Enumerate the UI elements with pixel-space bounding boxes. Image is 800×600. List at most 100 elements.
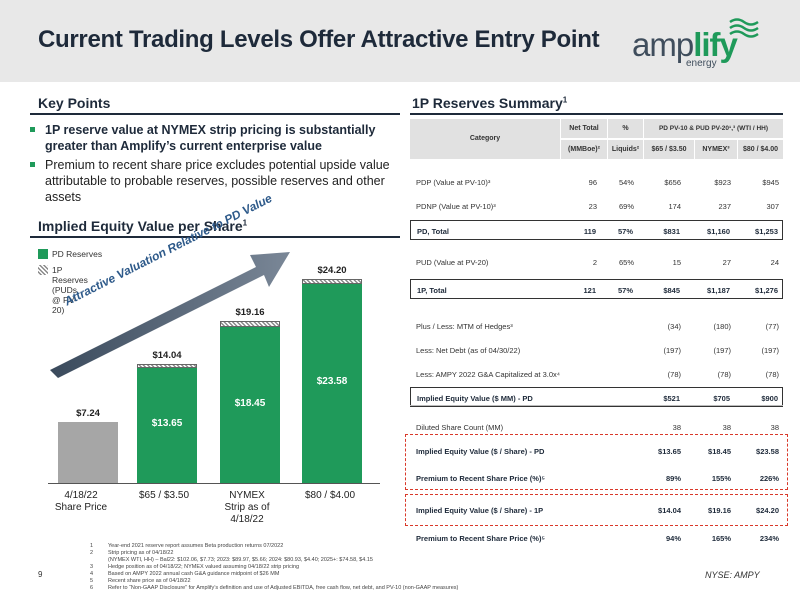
reserves-divider (410, 405, 783, 406)
reserves-cell-c5: $945 (762, 178, 779, 187)
reserves-cell-c5: (78) (765, 370, 779, 379)
reserves-cell-c0: PDNP (Value at PV-10)³ (416, 202, 496, 211)
page-title: Current Trading Levels Offer Attractive … (38, 26, 600, 53)
reserves-cell-c5: 38 (770, 423, 779, 432)
reserves-cell-c5: 307 (766, 202, 779, 211)
reserves-cell-c4: $705 (713, 394, 730, 403)
reserves-cell-c2: 54% (618, 178, 634, 187)
reserves-cell-c0: PD, Total (417, 227, 449, 236)
equity-chart-rule (30, 236, 400, 238)
reserves-rule (410, 113, 783, 115)
reserves-cell-c4: (78) (717, 370, 731, 379)
reserves-cell-c1: 23 (588, 202, 597, 211)
col-header-net-total: Net Total (561, 119, 607, 138)
reserves-cell-c2: 57% (617, 286, 633, 295)
reserves-cell-c0: 1P, Total (417, 286, 447, 295)
col-header-liquids: Liquids² (608, 140, 643, 159)
bar-pd-reserves (302, 283, 362, 483)
key-points-heading: Key Points (38, 95, 111, 111)
col-header-65: $65 / $3.50 (644, 140, 694, 159)
reserves-cell-c5: $900 (761, 394, 778, 403)
reserves-cell-c4: $923 (714, 178, 731, 187)
chart-x-axis (48, 483, 380, 484)
reserves-cell-c4: $1,187 (707, 286, 730, 295)
amplify-logo: amplify energy (628, 14, 768, 76)
bar-share-price (58, 421, 118, 483)
reserves-cell-c3: (78) (667, 370, 681, 379)
col-header-pv: PD PV-10 & PUD PV-20¹,³ (WTI / HH) (644, 119, 783, 138)
key-points-rule (30, 113, 400, 115)
bar-1p-reserves (220, 321, 280, 328)
bar-1p-reserves (137, 364, 197, 368)
col-header-category: Category (410, 119, 560, 159)
reserves-cell-c3: 174 (668, 202, 681, 211)
reserves-cell-c1: 96 (588, 178, 597, 187)
reserves-row: PUD (Value at PV-20) 2 65% 15 27 24 (410, 252, 783, 272)
reserves-cell-c0: Premium to Recent Share Price (%)⁵ (416, 534, 545, 543)
reserves-cell-c4: $18.45 (708, 447, 731, 456)
reserves-cell-c3: 89% (665, 474, 681, 483)
reserves-row: Implied Equity Value ($ MM) - PD $521 $705… (410, 387, 783, 407)
reserves-cell-c3: $14.04 (658, 506, 681, 515)
reserves-cell-c0: Diluted Share Count (MM) (416, 423, 504, 432)
bar-inner-value: $18.45 (234, 398, 266, 410)
reserves-row: PDNP (Value at PV-10)³ 23 69% 174 237 307 (410, 196, 783, 216)
valuation-arrow (50, 252, 290, 378)
x-label-share-price: 4/18/22 Share Price (54, 490, 108, 513)
reserves-cell-c5: 226% (759, 474, 779, 483)
legend-swatch-pd (38, 249, 48, 259)
reserves-row: Diluted Share Count (MM) 38 38 38 (410, 417, 783, 437)
reserves-cell-c0: Less: Net Debt (as of 04/30/22) (416, 346, 521, 355)
reserves-cell-c5: $1,276 (755, 286, 778, 295)
reserves-cell-c3: $656 (664, 178, 681, 187)
reserves-cell-c3: 94% (665, 534, 681, 543)
bullet-square-icon (30, 162, 35, 167)
bar-total-label: $19.16 (235, 307, 265, 319)
logo-wordmark: amplify (632, 26, 738, 63)
reserves-cell-c3: $521 (663, 394, 680, 403)
x-label-80: $80 / $4.00 (304, 490, 356, 501)
reserves-row: PD, Total 119 57% $831 $1,160 $1,253 (410, 220, 783, 240)
x-label-65: $65 / $3.50 (138, 490, 190, 501)
reserves-cell-c1: 121 (583, 286, 596, 295)
reserves-cell-c3: $845 (663, 286, 680, 295)
reserves-row: Less: AMPY 2022 G&A Capitalized at 3.0x⁴… (410, 364, 783, 384)
reserves-cell-c5: 24 (770, 258, 779, 267)
bar-inner-value: $23.58 (316, 376, 348, 388)
reserves-cell-c0: PDP (Value at PV-10)³ (416, 178, 491, 187)
reserves-row: Implied Equity Value ($ / Share) - 1P $14… (410, 500, 783, 520)
reserves-cell-c5: 234% (759, 534, 779, 543)
col-header-80: $80 / $4.00 (738, 140, 783, 159)
reserves-cell-c3: (34) (667, 322, 681, 331)
reserves-cell-c2: 69% (618, 202, 634, 211)
bar-inner-value: $13.65 (151, 418, 183, 430)
reserves-cell-c4: 27 (722, 258, 731, 267)
reserves-cell-c3: $13.65 (658, 447, 681, 456)
reserves-cell-c0: Premium to Recent Share Price (%)⁵ (416, 474, 545, 483)
col-header-mmboe: (MMBoe)² (561, 140, 607, 159)
reserves-row: Plus / Less: MTM of Hedges³ (34) (180) (77) (410, 316, 783, 336)
bar-total-label: $7.24 (76, 407, 100, 419)
logo-subtitle: energy (686, 58, 717, 69)
reserves-cell-c0: Plus / Less: MTM of Hedges³ (416, 322, 513, 331)
reserves-cell-c3: 38 (672, 423, 681, 432)
x-label-nymex: NYMEX Strip as of 4/18/22 (224, 490, 270, 525)
bar-total-label: $14.04 (152, 350, 182, 362)
reserves-cell-c4: 155% (711, 474, 731, 483)
reserves-cell-c0: Implied Equity Value ($ / Share) - PD (416, 447, 545, 456)
reserves-cell-c4: (197) (713, 346, 731, 355)
reserves-row: Premium to Recent Share Price (%)⁵ 89% 155… (410, 468, 783, 488)
ticker-label: NYSE: AMPY (705, 570, 760, 580)
reserves-cell-c3: 15 (672, 258, 681, 267)
reserves-cell-c5: (197) (761, 346, 779, 355)
logo-waves-icon (729, 18, 759, 38)
reserves-cell-c4: $19.16 (708, 506, 731, 515)
reserves-cell-c0: Implied Equity Value ($ / Share) - 1P (416, 506, 544, 515)
legend-swatch-1p (38, 265, 48, 275)
reserves-cell-c5: $1,253 (755, 227, 778, 236)
reserves-cell-c0: Implied Equity Value ($ MM) - PD (417, 394, 533, 403)
col-header-pct: % (608, 119, 643, 138)
reserves-cell-c0: Less: AMPY 2022 G&A Capitalized at 3.0x⁴ (416, 370, 561, 379)
reserves-cell-c1: 119 (583, 227, 596, 236)
reserves-cell-c3: $831 (663, 227, 680, 236)
